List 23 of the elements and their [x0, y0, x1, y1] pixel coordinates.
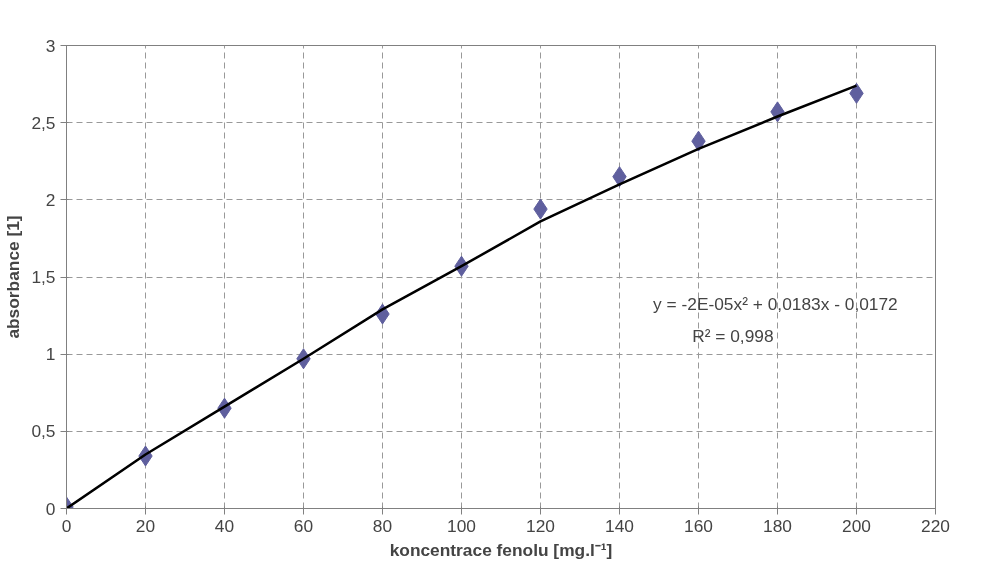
x-tick-label: 120 [526, 515, 555, 536]
x-tick-label: 40 [214, 515, 235, 536]
y-tick-label: 2 [45, 189, 56, 210]
y-tick-label: 1,5 [31, 267, 56, 287]
x-tick-label: 200 [842, 515, 871, 536]
y-tick-label: 0,5 [31, 421, 56, 442]
x-tick-label: 20 [135, 515, 156, 536]
x-tick-label: 140 [605, 515, 634, 536]
x-tick-label: 80 [372, 515, 393, 536]
x-tick-label: 180 [763, 515, 792, 536]
x-tick-label: 60 [293, 515, 314, 536]
y-tick-label: 1 [45, 344, 56, 365]
x-axis-title: koncentrace fenolu [mg.l⁻¹] [389, 539, 613, 560]
y-axis-title: absorbance [1] [3, 215, 24, 339]
x-tick-label: 160 [684, 515, 713, 536]
x-tick-label: 0 [61, 515, 72, 536]
y-tick-label: 3 [45, 35, 56, 56]
x-tick-label: 100 [447, 515, 476, 536]
y-tick-label: 0 [45, 498, 56, 519]
x-tick-label: 220 [921, 515, 950, 536]
annotation: R² = 0,998 [692, 326, 774, 347]
annotation: y = -2E-05x² + 0,0183x - 0,0172 [653, 294, 898, 315]
y-tick-label: 2,5 [31, 112, 56, 133]
